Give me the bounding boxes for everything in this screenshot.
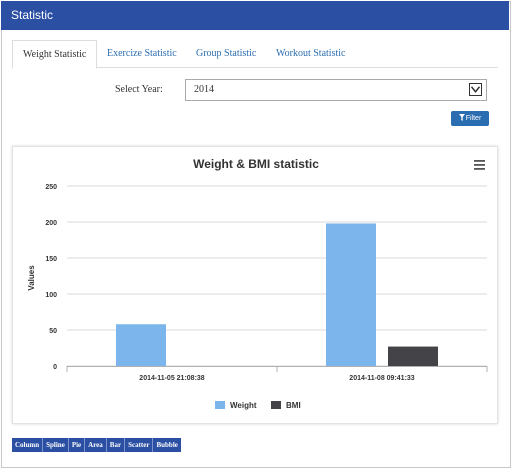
y-tick-label: 250 [45, 184, 57, 191]
bar-bmi-2[interactable] [388, 346, 438, 366]
hamburger-icon[interactable] [474, 160, 485, 170]
year-select-value: 2014 [194, 84, 214, 95]
filter-button[interactable]: Filter [451, 111, 489, 126]
chart-type-pie-button[interactable]: Pie [68, 438, 86, 452]
chart-type-scatter-button[interactable]: Scatter [125, 438, 154, 452]
tab-group-statistic[interactable]: Group Statistic [196, 48, 257, 59]
chart-type-bubble-button[interactable]: Bubble [153, 438, 181, 452]
filter-button-label: Filter [465, 115, 482, 122]
y-tick-label: 200 [45, 220, 57, 227]
x-tick-label: 2014-11-08 09:41:33 [349, 375, 414, 382]
chart-type-spline-button[interactable]: Spline [43, 438, 69, 452]
legend-label: BMI [286, 401, 301, 410]
tab-workout-statistic[interactable]: Workout Statistic [276, 48, 346, 59]
panel-header: Statistic [1, 1, 509, 30]
chart-type-column-button[interactable]: Column [12, 438, 44, 452]
y-tick-labels: 0 50 100 150 200 250 [45, 184, 57, 371]
year-select[interactable]: 2014 [185, 79, 487, 101]
legend-swatch [215, 401, 225, 409]
x-tick-label: 2014-11-05 21:08:38 [139, 375, 204, 382]
legend: Weight BMI [215, 401, 301, 410]
y-tick-label: 0 [53, 364, 57, 371]
statistic-tabs: Weight Statistic Exercize Statistic Grou… [12, 40, 498, 69]
legend-swatch [271, 401, 281, 409]
legend-item-weight[interactable]: Weight [215, 401, 257, 410]
tab-exercize-statistic[interactable]: Exercize Statistic [107, 48, 177, 59]
legend-label: Weight [230, 401, 257, 410]
bars [116, 223, 438, 366]
legend-item-bmi[interactable]: BMI [271, 401, 301, 410]
funnel-icon [458, 114, 465, 121]
chart-type-area-button[interactable]: Area [85, 438, 107, 452]
chevron-down-icon[interactable] [469, 83, 482, 96]
bar-weight-1[interactable] [116, 324, 166, 366]
y-axis-label: Values [27, 265, 36, 291]
bar-weight-2[interactable] [326, 223, 376, 366]
y-tick-label: 150 [45, 256, 57, 263]
chart-title: Weight & BMI statistic [193, 157, 319, 171]
chart-type-bar-button[interactable]: Bar [106, 438, 126, 452]
chart-panel: Weight & BMI statistic Values 0 50 100 150 2… [12, 146, 498, 424]
select-year-label: Select Year: [115, 84, 163, 95]
x-tick-labels: 2014-11-05 21:08:38 2014-11-08 09:41:33 [139, 375, 414, 382]
weight-bmi-chart: Weight & BMI statistic Values 0 50 100 150 2… [27, 157, 488, 410]
y-tick-label: 50 [49, 328, 57, 335]
y-tick-label: 100 [45, 292, 57, 299]
tab-weight-statistic[interactable]: Weight Statistic [12, 40, 98, 69]
chart-type-toolbar: Column Spline Pie Area Bar Scatter Bubbl… [12, 438, 181, 452]
